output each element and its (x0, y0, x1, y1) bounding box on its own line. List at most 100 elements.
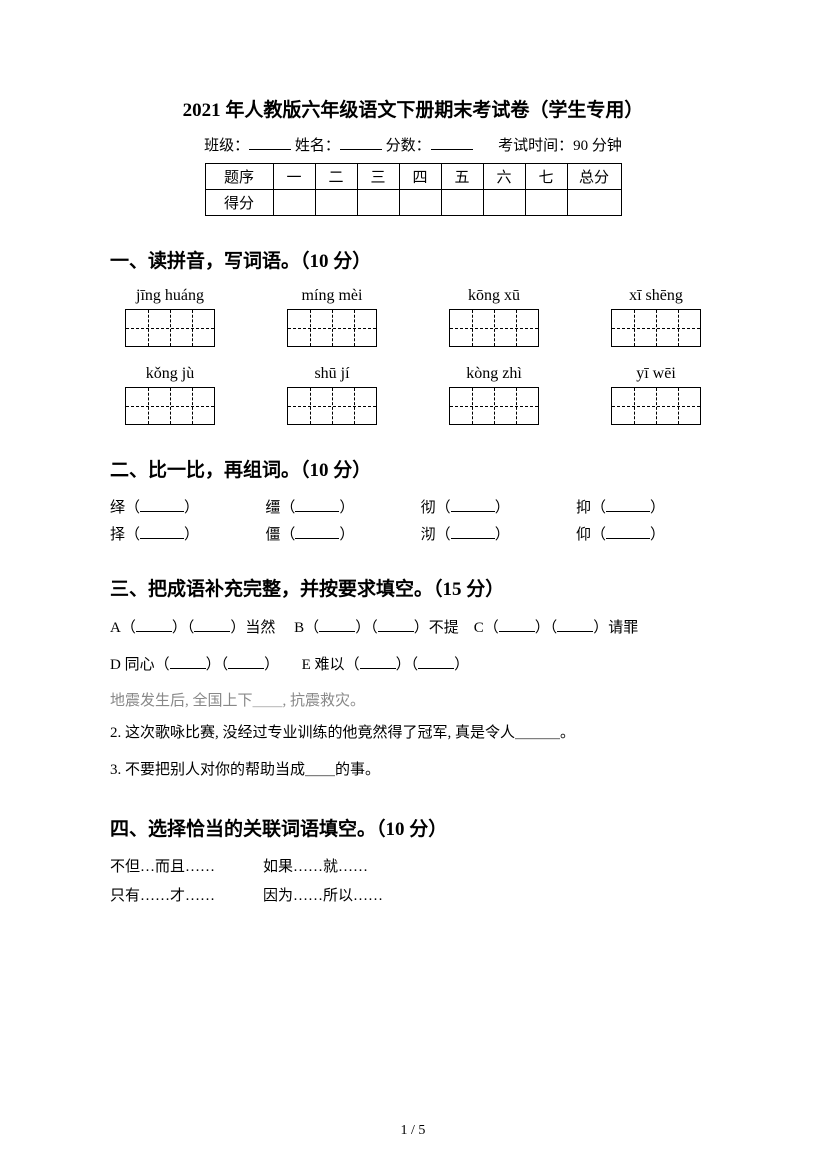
pinyin-row: jīng huáng míng mèi kōng xū xī shēng (110, 287, 716, 347)
opt-b: B (294, 620, 304, 636)
pinyin-label: kòng zhì (434, 365, 554, 383)
answer-blank[interactable] (606, 498, 650, 512)
pinyin-item: xī shēng (596, 287, 716, 347)
section-3-heading: 三、把成语补充完整，并按要求填空。（15 分） (110, 574, 716, 601)
score-table: 题序 一 二 三 四 五 六 七 总分 得分 (205, 163, 622, 216)
row-label: 题序 (205, 164, 273, 190)
col-header: 四 (399, 164, 441, 190)
pinyin-label: míng mèi (272, 287, 392, 305)
compare-item: 沏（） (421, 523, 561, 544)
col-header-total: 总分 (567, 164, 621, 190)
char: 缰 (265, 500, 280, 516)
gray-sentence: 地震发生后, 全国上下＿＿, 抗震救灾。 (110, 689, 716, 710)
col-header: 二 (315, 164, 357, 190)
compare-item: 择（） (110, 523, 250, 544)
score-cell[interactable] (399, 190, 441, 216)
opt-a: A (110, 620, 121, 636)
answer-blank[interactable] (295, 498, 339, 512)
opt-c: C (474, 620, 484, 636)
compare-item: 缰（） (265, 496, 405, 517)
pinyin-item: jīng huáng (110, 287, 230, 347)
col-header: 七 (525, 164, 567, 190)
score-cell[interactable] (273, 190, 315, 216)
answer-blank[interactable] (170, 655, 206, 669)
pinyin-item: yī wēi (596, 365, 716, 425)
answer-blank[interactable] (360, 655, 396, 669)
score-cell[interactable] (315, 190, 357, 216)
char-box[interactable] (611, 309, 701, 347)
compare-item: 彻（） (421, 496, 561, 517)
char-box[interactable] (287, 387, 377, 425)
name-blank[interactable] (340, 149, 382, 150)
char-box[interactable] (125, 387, 215, 425)
char: 僵 (265, 527, 280, 543)
class-label: 班级： (204, 138, 249, 154)
answer-blank[interactable] (378, 618, 414, 632)
exam-time: 考试时间：90 分钟 (498, 138, 622, 154)
char: 择 (110, 527, 125, 543)
char: 仰 (576, 527, 591, 543)
answer-blank[interactable] (136, 618, 172, 632)
pinyin-item: kǒng jù (110, 365, 230, 425)
answer-blank[interactable] (295, 525, 339, 539)
answer-blank[interactable] (140, 498, 184, 512)
col-header: 六 (483, 164, 525, 190)
opt-a-suffix: 当然 (245, 620, 275, 636)
section-1-heading: 一、读拼音，写词语。（10 分） (110, 246, 716, 273)
section-4-heading: 四、选择恰当的关联词语填空。（10 分） (110, 814, 716, 841)
answer-blank[interactable] (451, 498, 495, 512)
char: 抑 (576, 500, 591, 516)
col-header: 三 (357, 164, 399, 190)
page-number: 1 / 5 (0, 1123, 826, 1139)
score-cell[interactable] (525, 190, 567, 216)
answer-blank[interactable] (418, 655, 454, 669)
pinyin-label: kǒng jù (110, 365, 230, 383)
char-box[interactable] (287, 309, 377, 347)
col-header: 一 (273, 164, 315, 190)
section-2-heading: 二、比一比，再组词。（10 分） (110, 455, 716, 482)
pinyin-label: kōng xū (434, 287, 554, 305)
pinyin-label: yī wēi (596, 365, 716, 383)
conjunction-item: 不但…而且…… (110, 855, 215, 876)
col-header: 五 (441, 164, 483, 190)
char-box[interactable] (449, 309, 539, 347)
score-cell[interactable] (441, 190, 483, 216)
score-cell-total[interactable] (567, 190, 621, 216)
char-box[interactable] (611, 387, 701, 425)
class-blank[interactable] (249, 149, 291, 150)
answer-blank[interactable] (499, 618, 535, 632)
pinyin-item: shū jí (272, 365, 392, 425)
answer-blank[interactable] (319, 618, 355, 632)
pinyin-label: shū jí (272, 365, 392, 383)
compare-item: 绎（） (110, 496, 250, 517)
char: 沏 (421, 527, 436, 543)
answer-blank[interactable] (557, 618, 593, 632)
compare-item: 抑（） (576, 496, 716, 517)
pinyin-item: kòng zhì (434, 365, 554, 425)
answer-blank[interactable] (140, 525, 184, 539)
opt-d: D 同心 (110, 657, 155, 673)
opt-c-suffix: 请罪 (608, 620, 638, 636)
score-label: 分数： (386, 138, 431, 154)
answer-blank[interactable] (606, 525, 650, 539)
answer-blank[interactable] (451, 525, 495, 539)
conjunction-item: 如果……就…… (263, 855, 368, 876)
score-blank[interactable] (431, 149, 473, 150)
pinyin-item: kōng xū (434, 287, 554, 347)
answer-blank[interactable] (228, 655, 264, 669)
score-cell[interactable] (357, 190, 399, 216)
question-3: 3. 不要把别人对你的帮助当成＿＿的事。 (110, 757, 716, 784)
char: 彻 (421, 500, 436, 516)
table-row: 得分 (205, 190, 621, 216)
idiom-line: D 同心（）（） E 难以（）（） (110, 652, 716, 679)
conjunction-row: 不但…而且…… 如果……就…… (110, 855, 716, 876)
question-2: 2. 这次歌咏比赛, 没经过专业训练的他竟然得了冠军, 真是令人＿＿＿。 (110, 720, 716, 747)
score-cell[interactable] (483, 190, 525, 216)
answer-blank[interactable] (194, 618, 230, 632)
row-label: 得分 (205, 190, 273, 216)
char-box[interactable] (449, 387, 539, 425)
info-line: 班级： 姓名： 分数： 考试时间：90 分钟 (110, 134, 716, 155)
char-box[interactable] (125, 309, 215, 347)
conjunction-item: 因为……所以…… (263, 884, 383, 905)
compare-row: 择（） 僵（） 沏（） 仰（） (110, 523, 716, 544)
